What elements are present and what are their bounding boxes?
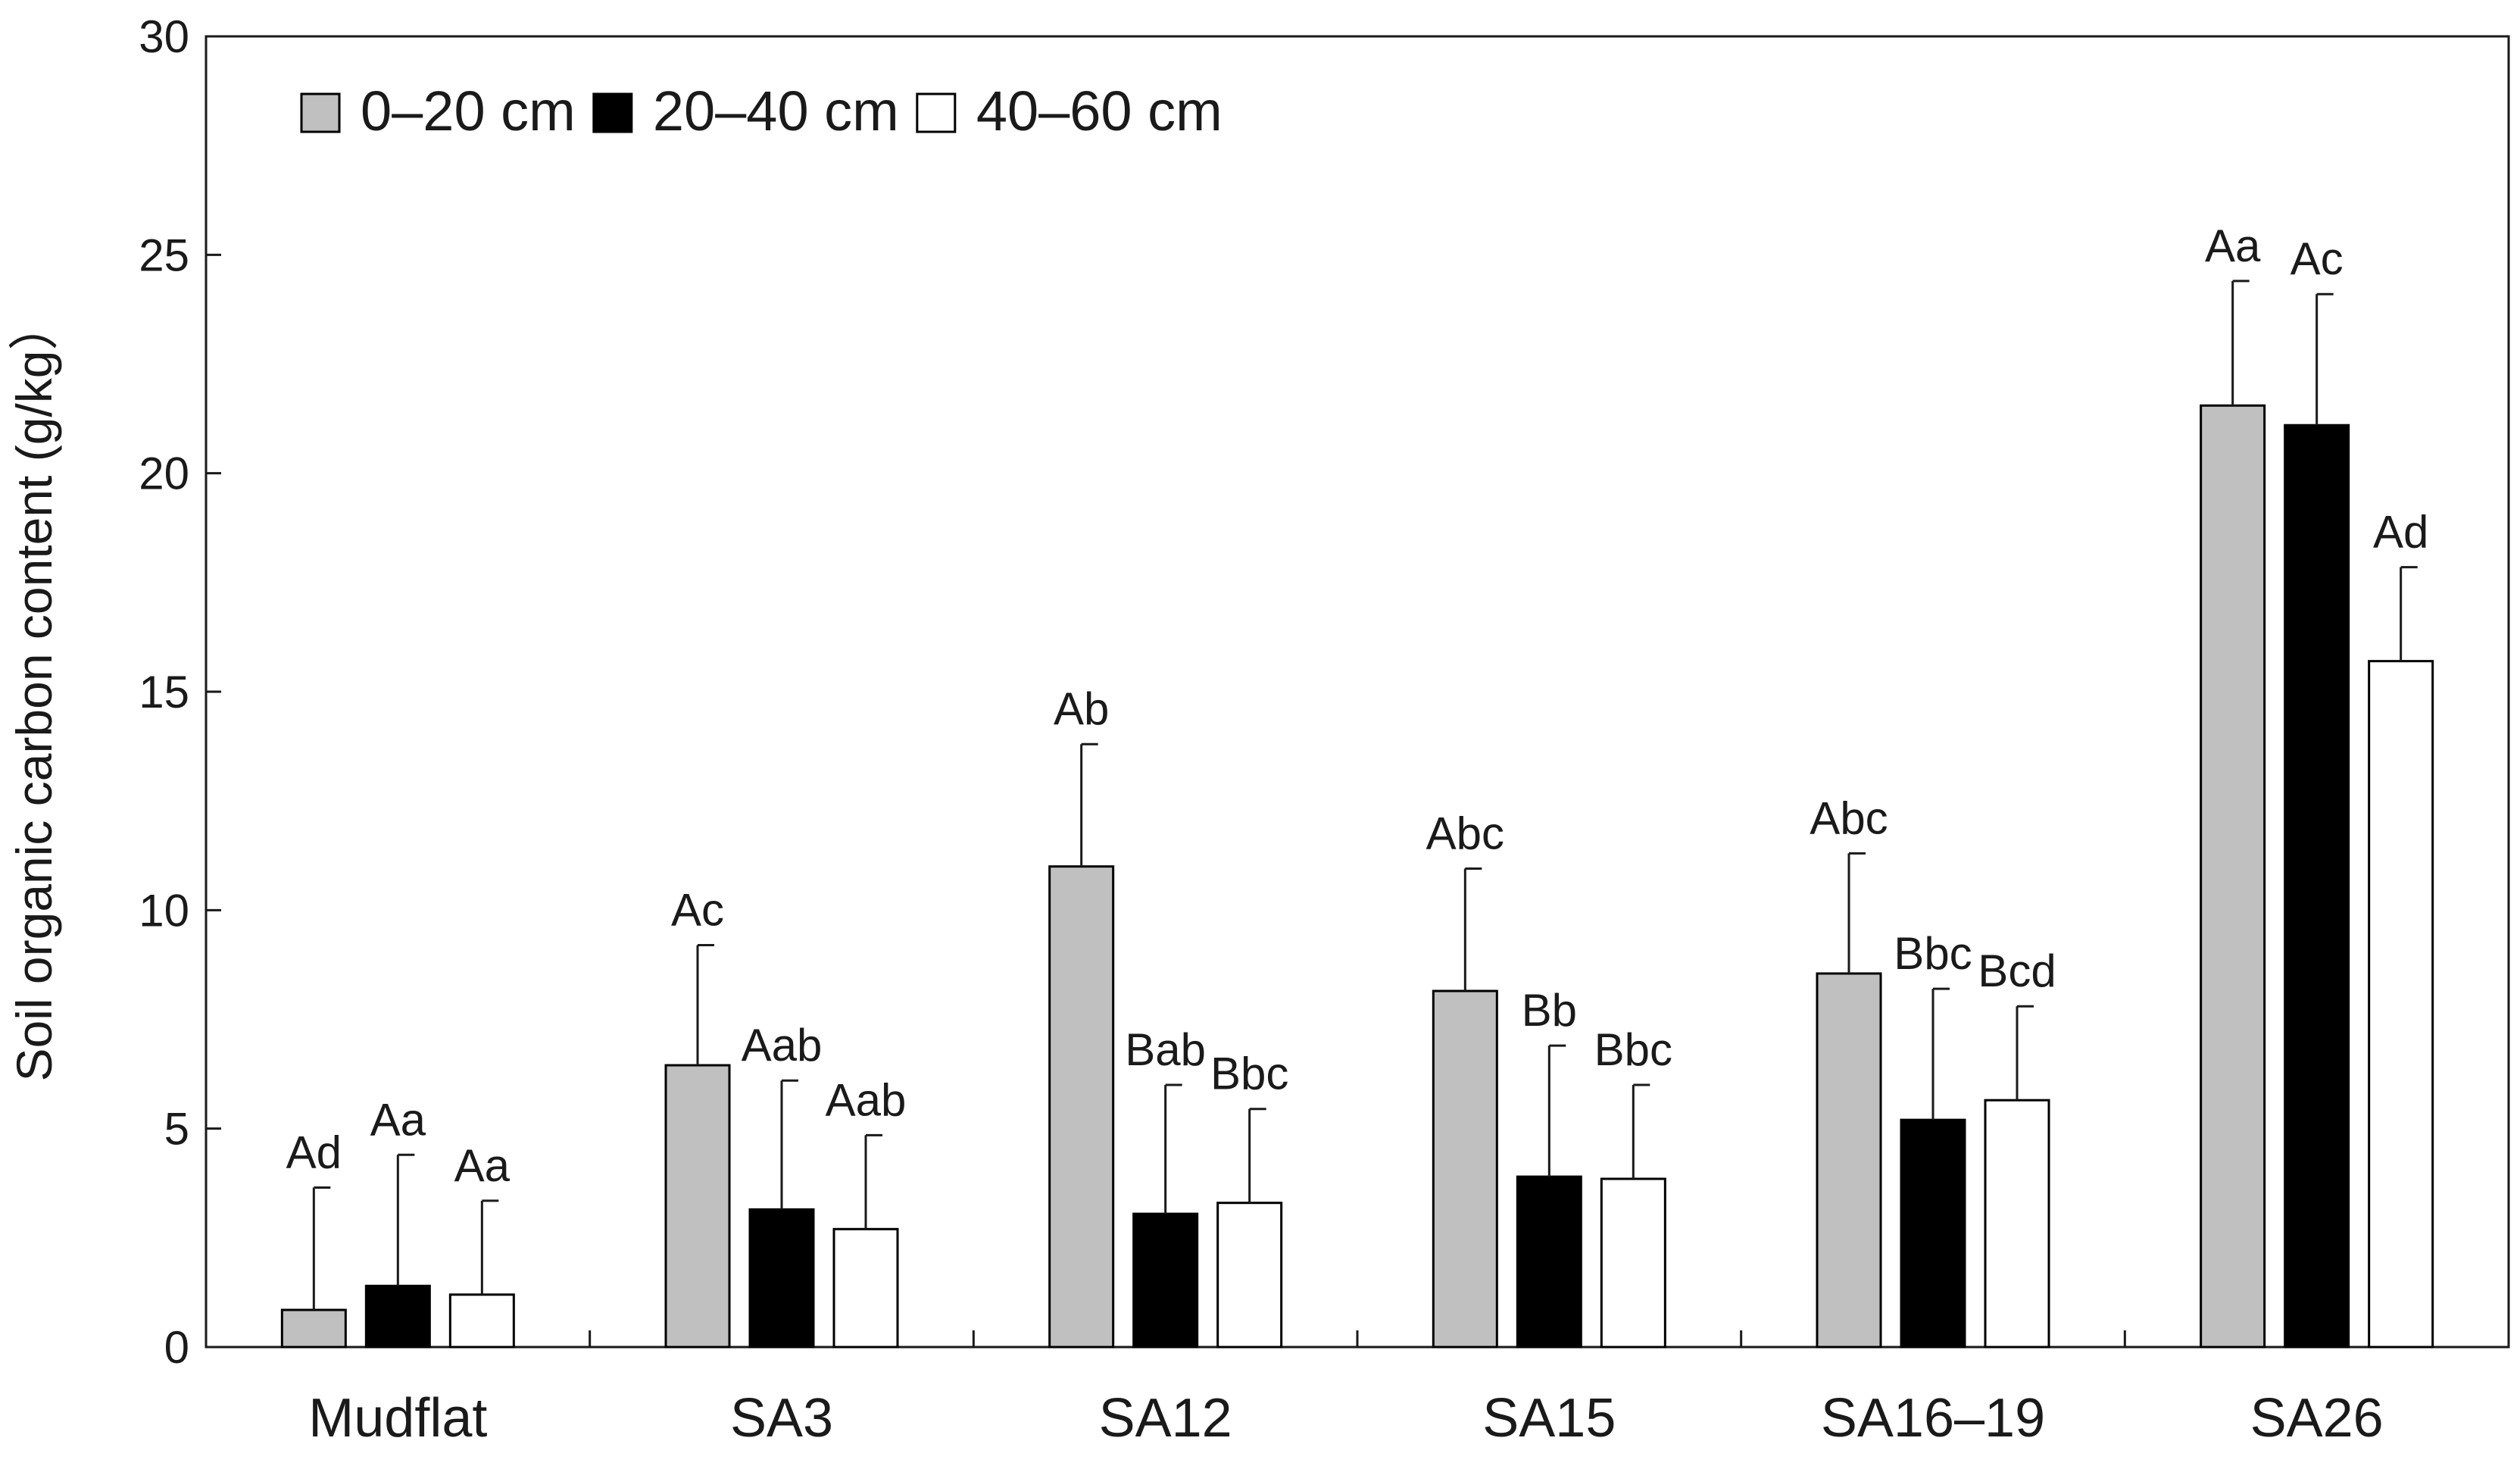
significance-label: Bbc <box>1210 1049 1288 1099</box>
significance-label: Ac <box>671 884 724 935</box>
bar <box>1132 1212 1199 1349</box>
significance-label: Bbc <box>1894 928 1972 979</box>
y-axis-title: Soil organic carbon content (g/kg） <box>6 301 62 1082</box>
bar <box>1900 1118 1966 1349</box>
significance-label: Abc <box>1426 808 1504 859</box>
bar <box>664 1064 731 1349</box>
bar <box>2368 660 2434 1349</box>
bar <box>1816 972 1882 1349</box>
bar <box>364 1284 431 1349</box>
significance-label: Bcd <box>1978 946 2056 996</box>
significance-label: Bb <box>1522 985 1577 1036</box>
bar <box>1516 1175 1582 1349</box>
x-category-label: SA26 <box>2250 1388 2384 1449</box>
legend-swatch <box>916 92 957 133</box>
x-category-label: SA15 <box>1482 1388 1616 1449</box>
significance-label: Ab <box>1054 683 1109 734</box>
plot-frame <box>205 35 2510 1349</box>
bar <box>2200 404 2266 1349</box>
significance-label: Bbc <box>1594 1024 1672 1075</box>
significance-label: Abc <box>1810 792 1888 843</box>
bar <box>448 1293 515 1349</box>
y-tick-label: 30 <box>139 11 189 62</box>
legend-swatch <box>300 92 341 133</box>
bar <box>1048 865 1115 1349</box>
bar <box>1216 1202 1283 1349</box>
significance-label: Bab <box>1125 1024 1206 1075</box>
significance-label: Ad <box>2373 507 2428 558</box>
significance-label: Ac <box>2290 233 2344 284</box>
significance-label: Aab <box>742 1020 823 1071</box>
x-category-label: SA16–19 <box>1821 1388 2045 1449</box>
y-tick-label: 15 <box>139 667 189 717</box>
legend-swatch <box>592 92 633 133</box>
legend: 0–20 cm 20–40 cm 40–60 cm <box>300 80 1223 142</box>
significance-label: Aa <box>454 1140 511 1191</box>
bar <box>1984 1099 2050 1349</box>
bars-group <box>280 404 2434 1349</box>
bar <box>1600 1177 1666 1349</box>
bar <box>2284 424 2350 1349</box>
x-category-label: Mudflat <box>308 1388 487 1449</box>
significance-label: Aa <box>370 1094 426 1145</box>
legend-label: 0–20 cm <box>361 80 576 142</box>
legend-label: 20–40 cm <box>653 80 899 142</box>
bar <box>280 1308 347 1349</box>
bar <box>1432 989 1498 1349</box>
y-tick-label: 10 <box>139 885 189 936</box>
significance-label: Aab <box>826 1074 907 1125</box>
y-tick-label: 0 <box>164 1322 189 1373</box>
error-bars-group <box>312 280 2418 1310</box>
y-tick-label: 20 <box>139 449 189 499</box>
significance-label: Ad <box>286 1127 342 1178</box>
significance-label: Aa <box>2205 220 2261 271</box>
bar <box>748 1208 815 1349</box>
bar <box>832 1227 899 1349</box>
x-category-label: SA3 <box>730 1388 833 1449</box>
y-tick-label: 5 <box>164 1104 189 1155</box>
x-category-label: SA12 <box>1099 1388 1232 1449</box>
y-tick-label: 25 <box>139 230 189 280</box>
legend-label: 40–60 cm <box>976 80 1223 142</box>
axes-group: 0 5 10 15 20 25 30 Mudflat SA3 SA12 SA15 SA16–19 SA2… <box>139 11 2510 1449</box>
